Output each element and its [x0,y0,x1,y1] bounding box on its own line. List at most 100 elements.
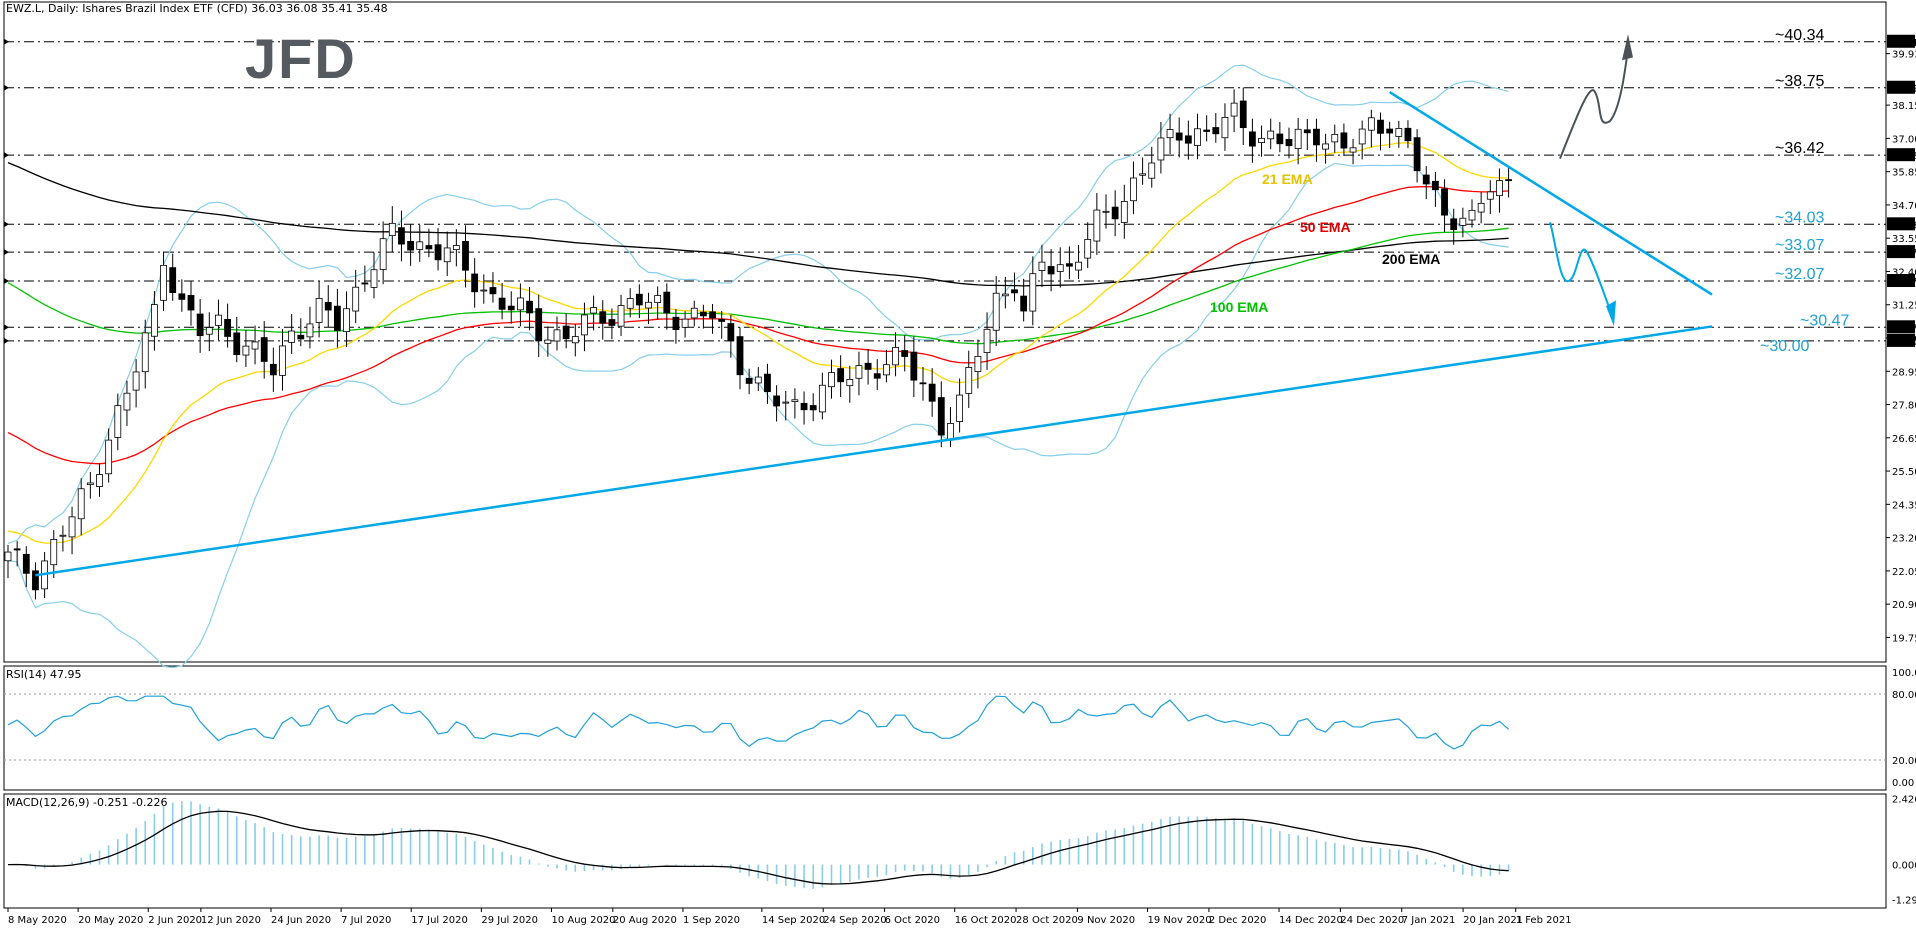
price-tick-label: 37.00 [1892,134,1916,145]
candle-body [398,227,405,245]
candle-body [333,305,341,331]
ema-label-3: 200 EMA [1382,251,1440,267]
level-marker-3 [4,221,9,228]
price-tick-label: 26.65 [1892,434,1916,445]
candle-body [452,245,460,251]
candle-body [581,314,588,336]
level-label-1: ~38.75 [1775,73,1824,90]
price-tick-label: 34.70 [1892,201,1916,212]
candle-body [718,318,726,322]
candle-body [1038,261,1046,271]
candle-body [1349,147,1357,153]
candle-body [1367,117,1375,131]
candle-body [96,474,103,487]
candle-body [1148,162,1156,179]
candle-body [187,295,195,311]
candle-body [114,405,122,438]
rsi-tick-label: 100.00 [1892,668,1916,679]
price-tick-label: 33.55 [1892,234,1916,245]
x-tick-label: 20 Jan 2021 [1463,915,1523,926]
candle-body [672,316,680,330]
level-badge-label: 33.07 [1889,248,1916,259]
candle-body [59,534,67,537]
candle-body [764,373,771,393]
macd-tick-label: 0.000 [1892,861,1916,872]
price-tick-label: 22.05 [1892,567,1916,578]
candle-body [526,300,533,314]
bullish-arrowhead-icon [1622,34,1633,61]
candle-body [507,305,515,311]
candle-body [77,488,85,520]
candle-body [1212,127,1220,135]
candle-body [553,329,561,342]
candle-body [425,245,433,250]
x-tick-label: 24 Sep 2020 [823,915,886,926]
ema-label-0: 21 EMA [1262,171,1313,187]
candle-body [1331,133,1339,143]
candle-body [233,332,241,355]
candle-body [654,295,662,303]
candle-body [535,308,543,342]
ema-label-1: 50 EMA [1300,219,1351,235]
level-marker-2 [4,152,9,159]
candle-body [1139,173,1146,176]
candle-body [1084,239,1092,259]
level-badge [1887,245,1915,259]
level-badge-label: 40.34 [1889,38,1916,49]
candle-body [462,240,469,271]
candle-body [269,363,277,376]
level-badge-label: 30.00 [1889,337,1916,348]
x-tick-label: 7 Jul 2020 [341,915,391,926]
candle-body [1111,206,1119,220]
candle-body [1157,137,1165,161]
candle-body [928,383,936,402]
candle-body [1130,177,1137,202]
candle-body [1386,128,1394,134]
x-tick-label: 2 Jun 2020 [148,915,202,926]
candle-body [1203,129,1211,132]
candle-body [443,247,451,263]
macd-tick-label: -1.290 [1892,896,1916,907]
candle-body [480,289,488,292]
candle-body [242,345,250,356]
candle-body [1276,133,1284,145]
candle-body [1303,129,1311,134]
bullish-scenario-arrow [1559,48,1629,160]
x-tick-label: 24 Jun 2020 [271,915,331,926]
candle-body [279,345,286,376]
jfd-logo: JFD [245,27,357,90]
candle-body [22,553,30,574]
level-badge [1887,320,1915,334]
candle-body [608,319,616,326]
candle-body [873,373,881,379]
falling-trendline [1388,91,1713,296]
level-badge [1887,333,1915,347]
level-badge-label: 32.07 [1889,277,1916,288]
x-tick-label: 14 Sep 2020 [762,915,825,926]
candle-body [992,292,1000,331]
level-marker-6 [4,324,9,331]
bollinger-upper-line [7,64,1509,544]
rsi-tick-label: 20.00 [1892,756,1916,767]
candle-body [1011,289,1018,294]
x-tick-label: 1 Feb 2021 [1516,915,1572,926]
level-marker-4 [4,249,9,256]
candle-body [1477,202,1485,213]
x-tick-label: 10 Aug 2020 [551,915,615,926]
candle-body [1340,132,1348,149]
candle-body [1404,127,1412,142]
candle-body [1102,210,1110,213]
macd-tick-label: 2.426 [1892,795,1916,806]
x-tick-label: 20 May 2020 [78,915,143,926]
candle-body [416,241,424,250]
candle-body [1285,138,1293,147]
candle-body [773,395,780,407]
price-tick-label: 27.80 [1892,401,1916,412]
candle-body [4,551,12,562]
candle-body [1267,130,1275,140]
x-tick-label: 29 Jul 2020 [481,915,538,926]
rsi-panel-title: RSI(14) 47.95 [6,668,81,681]
price-tick-label: 28.95 [1892,367,1916,378]
candle-body [1184,135,1192,144]
candle-body [379,238,387,270]
